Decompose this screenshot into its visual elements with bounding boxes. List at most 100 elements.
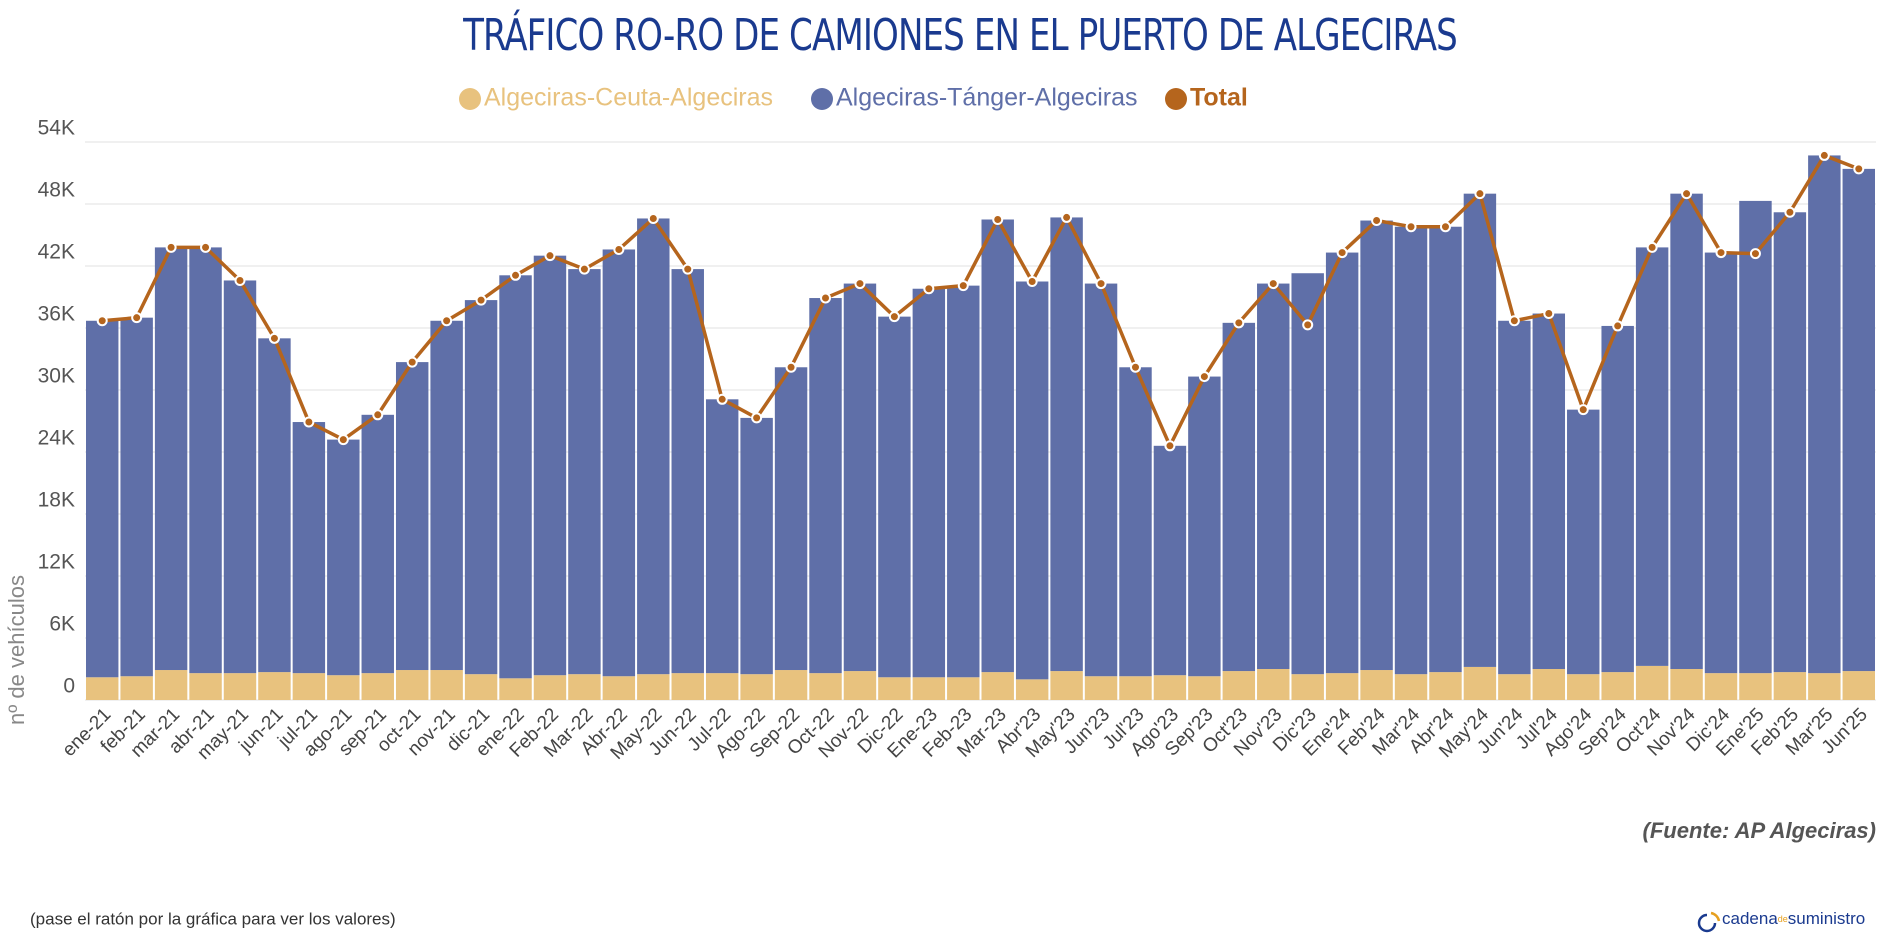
- line-point: [1681, 188, 1693, 200]
- line-point: [1749, 248, 1761, 260]
- line-point: [923, 283, 935, 295]
- bar-segment: [1394, 674, 1428, 700]
- line-point: [1784, 206, 1796, 218]
- bar-segment: [189, 673, 222, 700]
- bar-segment: [602, 676, 636, 700]
- bar-segment: [947, 285, 980, 678]
- line-point: [1026, 276, 1038, 287]
- bar-segment: [1291, 674, 1324, 700]
- bar-segment: [1567, 409, 1600, 675]
- line-point: [820, 292, 832, 304]
- line-point: [268, 332, 280, 344]
- bar-segment: [430, 320, 463, 671]
- logo-icon: [1710, 911, 1721, 922]
- bar-segment: [499, 678, 532, 700]
- line-point: [165, 241, 177, 253]
- bar-segment: [705, 399, 739, 674]
- line-point: [510, 269, 522, 281]
- line-point: [1164, 440, 1176, 452]
- bar-segment: [1188, 676, 1221, 700]
- source: (Fuente: AP Algeciras): [1643, 818, 1876, 843]
- bar-segment: [878, 316, 911, 678]
- bar-segment: [1704, 673, 1738, 700]
- bar-segment: [1808, 673, 1841, 700]
- bar-segment: [1084, 676, 1118, 700]
- bar-segment: [1704, 252, 1738, 674]
- bar-segment: [774, 367, 808, 671]
- legend-marker: [1165, 88, 1187, 110]
- bar-segment: [464, 674, 498, 700]
- bar-segment: [223, 673, 257, 700]
- y-tick-label: 36K: [38, 303, 75, 326]
- bar-segment: [568, 269, 601, 675]
- bar-segment: [1015, 679, 1049, 700]
- line-point: [1267, 278, 1279, 290]
- bar-segment: [1429, 672, 1462, 700]
- logo-part: suministro: [1788, 909, 1865, 928]
- line-point: [1612, 320, 1624, 332]
- line-point: [682, 263, 694, 275]
- footer-note: (pase el ratón por la gráfica para ver l…: [30, 909, 396, 928]
- line-point: [337, 434, 349, 446]
- bar-segment: [1015, 281, 1049, 680]
- line-point: [1129, 361, 1141, 373]
- bar-segment: [1050, 217, 1083, 672]
- line-point: [751, 412, 763, 424]
- y-axis-title: nº de vehículos: [4, 575, 29, 725]
- bar-segment: [1119, 367, 1152, 677]
- bar-segment: [1567, 674, 1600, 700]
- line-point: [1818, 149, 1830, 161]
- y-tick-label: 54K: [38, 117, 75, 140]
- line-point: [992, 214, 1004, 225]
- bar-segment: [809, 298, 842, 674]
- line-point: [303, 416, 315, 428]
- bar-segment: [120, 317, 153, 677]
- bar-segment: [533, 255, 567, 676]
- bar-segment: [981, 219, 1014, 673]
- bar-segment: [1463, 666, 1497, 700]
- bar-segment: [1429, 226, 1462, 673]
- bar-segment: [1739, 673, 1772, 700]
- bar-segment: [1498, 674, 1531, 700]
- line-point: [441, 315, 453, 327]
- bar-segment: [705, 673, 739, 700]
- logo: cadenadesuministro: [1697, 909, 1865, 933]
- y-tick-label: 18K: [38, 489, 75, 512]
- bar-segment: [1360, 670, 1393, 700]
- bar-segment: [1119, 676, 1152, 700]
- line-point: [544, 250, 556, 262]
- bar-segment: [292, 422, 326, 674]
- line-point: [785, 361, 797, 373]
- bar-segment: [1394, 226, 1428, 675]
- y-tick-label: 30K: [38, 365, 75, 388]
- line-point: [647, 212, 659, 224]
- bar-segment: [258, 672, 291, 700]
- line-point: [1336, 247, 1348, 259]
- bar-segment: [843, 671, 877, 700]
- legend-marker: [459, 88, 481, 110]
- bar-segment: [1222, 671, 1256, 700]
- logo-icon: [1697, 913, 1717, 933]
- bar-segment: [258, 338, 291, 673]
- bar-segment: [1291, 273, 1324, 675]
- line-point: [200, 241, 212, 253]
- bar-segment: [1084, 283, 1118, 677]
- bar-segment: [533, 675, 567, 700]
- line-point: [1577, 404, 1589, 416]
- line-point: [1302, 319, 1314, 331]
- bar-segment: [120, 676, 153, 700]
- bar-segment: [292, 673, 326, 700]
- line-point: [1508, 315, 1520, 327]
- bar-segment: [1532, 313, 1566, 669]
- bar-segment: [154, 670, 188, 700]
- line-point: [716, 393, 728, 405]
- y-tick-label: 42K: [38, 241, 75, 264]
- bar-segment: [912, 677, 946, 700]
- bar-segment: [568, 674, 601, 700]
- bar-segment: [1050, 671, 1083, 700]
- bar-segment: [1670, 193, 1703, 669]
- line-point: [1474, 188, 1486, 200]
- bar-segment: [1153, 675, 1187, 700]
- bar-segment: [637, 674, 670, 700]
